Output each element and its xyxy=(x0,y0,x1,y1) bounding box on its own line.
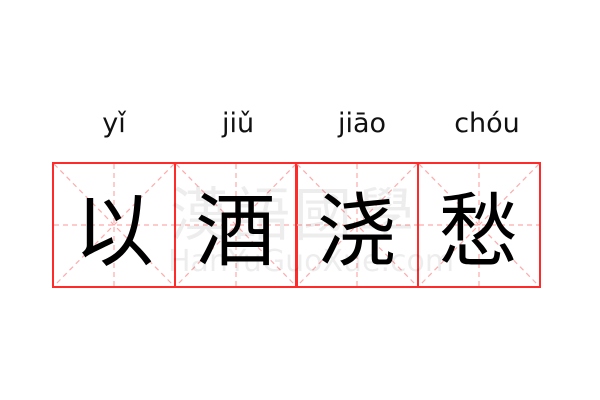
pinyin-1: yǐ xyxy=(102,108,126,139)
character-cell: 愁 xyxy=(416,162,541,288)
watermark-latin: HanYuGuoXue.com xyxy=(168,244,455,279)
pinyin-4: chóu xyxy=(454,108,520,139)
pinyin-3: jiāo xyxy=(337,108,387,139)
guide-lines xyxy=(176,164,296,286)
character-grid: 以 酒 浇 愁 xyxy=(52,162,549,288)
hanzi-1: 以 xyxy=(74,185,154,278)
guide-lines xyxy=(54,164,174,286)
guide-lines xyxy=(297,164,417,286)
pinyin-2: jiǔ xyxy=(221,108,255,139)
hanzi-2: 酒 xyxy=(195,185,276,278)
hanzi-4: 愁 xyxy=(438,185,519,278)
watermark-chinese: 漢語國學 xyxy=(170,181,419,249)
character-cell: 以 xyxy=(52,162,176,288)
character-cell: 浇 xyxy=(295,162,419,288)
hanzi-3: 浇 xyxy=(317,185,397,278)
character-cell: 酒 xyxy=(173,162,298,288)
guide-lines xyxy=(419,164,539,286)
